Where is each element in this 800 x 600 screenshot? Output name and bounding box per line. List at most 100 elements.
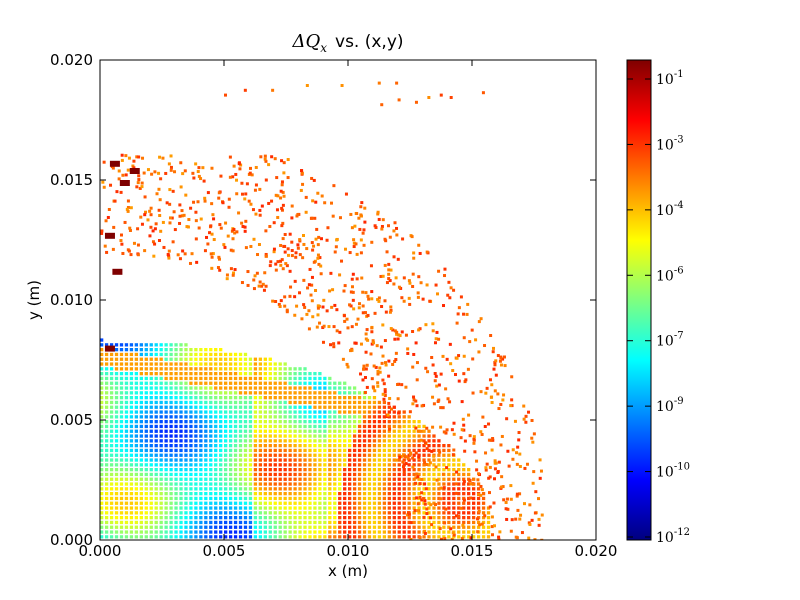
scatter-point	[235, 178, 239, 182]
heatmap-cell	[184, 396, 188, 400]
heatmap-cell	[313, 453, 317, 457]
scatter-point	[404, 333, 408, 337]
scatter-point	[267, 163, 271, 167]
heatmap-cell	[348, 424, 352, 429]
heatmap-cell	[114, 487, 119, 491]
heatmap-cell	[407, 530, 411, 534]
heatmap-cell	[417, 444, 421, 448]
heatmap-cell	[308, 520, 312, 525]
heatmap-cell	[283, 386, 287, 390]
scatter-point	[472, 482, 476, 486]
scatter-point	[354, 242, 358, 246]
heatmap-cell	[114, 405, 119, 409]
y-tick-label: 0.020	[50, 51, 93, 69]
scatter-point	[423, 441, 427, 445]
scatter-point	[353, 224, 357, 228]
scatter-point	[300, 317, 304, 321]
heatmap-cell	[278, 511, 282, 515]
scatter-point	[210, 166, 214, 170]
heatmap-cell	[248, 520, 253, 525]
scatter-point	[468, 340, 472, 344]
heatmap-cell	[224, 444, 228, 448]
heatmap-cell	[154, 400, 158, 405]
heatmap-cell	[283, 444, 287, 448]
heatmap-cell	[253, 410, 258, 414]
scatter-point	[469, 496, 473, 500]
heatmap-cell	[298, 482, 302, 486]
scatter-point	[252, 278, 256, 282]
heatmap-cell	[328, 439, 332, 443]
scatter-point	[393, 420, 397, 424]
heatmap-cell	[114, 463, 119, 467]
scatter-point	[309, 293, 313, 297]
heatmap-cell	[248, 362, 253, 366]
heatmap-cell	[144, 367, 148, 371]
heatmap-cell	[134, 376, 139, 381]
heatmap-cell	[486, 506, 491, 510]
heatmap-cell	[214, 448, 218, 453]
scatter-point	[274, 262, 278, 266]
scatter-point	[472, 438, 476, 442]
heatmap-cell	[100, 482, 104, 486]
scatter-point	[460, 400, 464, 404]
heatmap-cell	[100, 520, 104, 525]
heatmap-cell	[328, 391, 332, 395]
heatmap-cell	[303, 453, 307, 457]
heatmap-cell	[387, 448, 391, 453]
heatmap-cell	[154, 372, 158, 376]
scatter-point	[387, 277, 391, 281]
heatmap-cell	[467, 482, 471, 486]
scatter-point	[400, 383, 404, 387]
scatter-point	[415, 361, 419, 365]
scatter-point	[300, 169, 303, 173]
heatmap-cell	[313, 458, 317, 462]
heatmap-cell	[100, 472, 104, 477]
heatmap-cell	[174, 367, 178, 371]
heatmap-cell	[437, 458, 441, 462]
heatmap-cell	[194, 525, 198, 529]
heatmap-cell	[238, 376, 243, 381]
heatmap-cell	[476, 482, 481, 486]
heatmap-cell	[219, 458, 223, 462]
heatmap-cell	[298, 391, 302, 395]
scatter-point	[522, 404, 526, 408]
heatmap-cell	[392, 444, 396, 448]
scatter-point	[363, 220, 367, 224]
scatter-point	[525, 462, 529, 466]
heatmap-cell	[357, 429, 362, 433]
heatmap-cell	[437, 477, 441, 481]
heatmap-cell	[109, 362, 114, 366]
scatter-point	[293, 279, 297, 283]
scatter-point	[401, 237, 405, 241]
scatter-point	[386, 413, 390, 417]
heatmap-cell	[243, 492, 248, 496]
scatter-point	[171, 189, 175, 193]
heatmap-cell	[114, 391, 119, 395]
heatmap-cell	[204, 487, 208, 491]
heatmap-cell	[109, 444, 114, 448]
scatter-point	[210, 255, 214, 259]
scatter-point	[515, 451, 519, 455]
scatter-point	[105, 250, 109, 254]
heatmap-cell	[104, 400, 109, 405]
scatter-point	[487, 438, 491, 442]
heatmap-cell	[199, 530, 203, 534]
scatter-point	[518, 464, 522, 468]
heatmap-cell	[169, 506, 173, 510]
heatmap-cell	[164, 357, 168, 361]
heatmap-cell	[288, 535, 292, 539]
heatmap-cell	[362, 477, 367, 481]
heatmap-cell	[224, 405, 228, 409]
heatmap-cell	[338, 429, 342, 433]
scatter-point	[373, 311, 377, 315]
heatmap-cell	[248, 391, 253, 395]
heatmap-cell	[219, 520, 223, 525]
heatmap-cell	[134, 448, 139, 453]
heatmap-cell	[219, 444, 223, 448]
heatmap-cell	[199, 362, 203, 366]
heatmap-cell	[481, 525, 486, 529]
heatmap-cell	[447, 477, 451, 481]
heatmap-cell	[114, 357, 119, 361]
scatter-point	[342, 314, 346, 318]
heatmap-cell	[273, 477, 277, 481]
